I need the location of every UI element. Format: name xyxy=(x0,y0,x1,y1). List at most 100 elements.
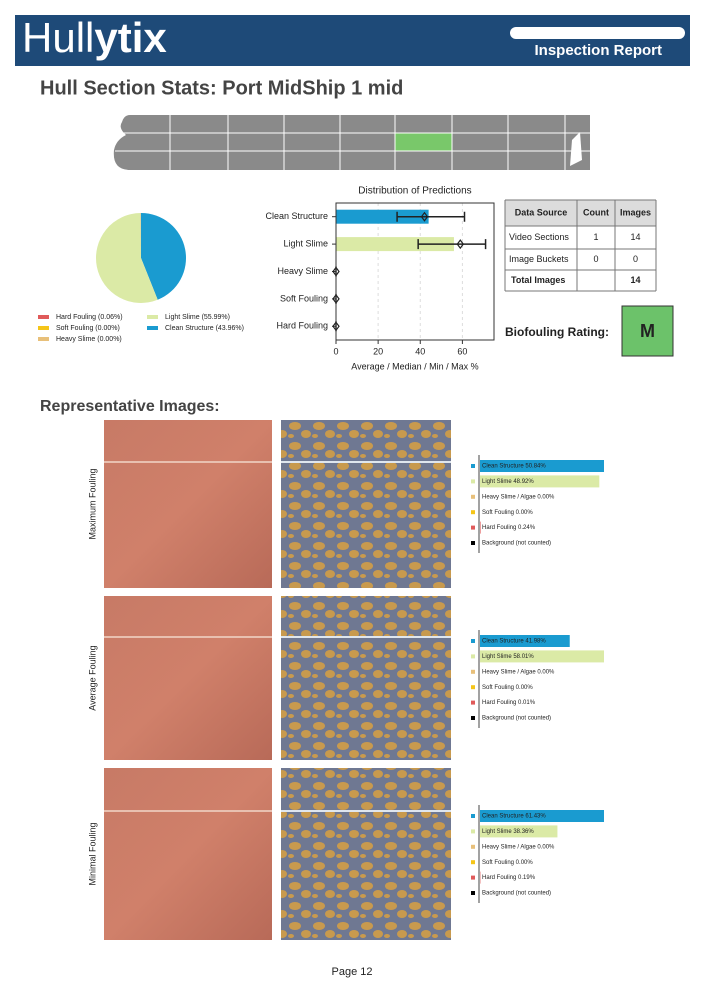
inspection-photo xyxy=(104,596,272,760)
header-band xyxy=(15,15,690,66)
swatch xyxy=(471,685,475,690)
table-cell: Data Source xyxy=(515,207,568,217)
table-cell: Image Buckets xyxy=(509,254,569,264)
bar-label: Background (not counted) xyxy=(482,891,551,897)
x-axis-label: Average / Median / Min / Max % xyxy=(351,361,478,371)
swatch xyxy=(471,716,475,720)
y-tick-label: Soft Fouling xyxy=(280,293,328,303)
bar-label: Clean Structure 50.84% xyxy=(482,464,546,470)
table-cell: 1 xyxy=(593,232,598,242)
section-title: Hull Section Stats: Port MidShip 1 mid xyxy=(40,77,403,99)
swatch xyxy=(471,669,475,674)
report-label: Inspection Report xyxy=(534,42,662,59)
pie-slice xyxy=(141,213,187,300)
bar xyxy=(336,209,429,224)
inspection-photo xyxy=(104,420,272,588)
table-cell: Count xyxy=(583,207,609,217)
row-label: Maximum Fouling xyxy=(87,468,97,539)
legend-swatch xyxy=(147,315,158,319)
bar-label: Heavy Slime / Algae 0.00% xyxy=(482,844,555,850)
swatch xyxy=(471,814,475,818)
rating-value: M xyxy=(640,321,655,341)
legend-label: Light Slime (55.99%) xyxy=(165,314,230,321)
legend-label: Hard Fouling (0.06%) xyxy=(56,314,123,321)
swatch xyxy=(471,700,475,705)
segmentation-overlay xyxy=(281,420,451,588)
plot-frame xyxy=(335,202,495,341)
x-tick-label: 20 xyxy=(373,346,383,356)
swatch xyxy=(471,639,475,643)
bar-label: Light Slime 58.01% xyxy=(482,654,534,660)
y-tick-label: Hard Fouling xyxy=(276,321,328,331)
bar xyxy=(480,460,604,472)
hull-diagram xyxy=(113,115,591,170)
bar xyxy=(336,237,454,252)
table-cell: Images xyxy=(620,207,651,217)
bar-label: Soft Fouling 0.00% xyxy=(482,510,533,516)
segmentation-overlay xyxy=(281,768,451,940)
row-label: Minimal Fouling xyxy=(87,822,97,885)
swatch xyxy=(471,510,475,515)
median-marker xyxy=(420,211,429,222)
bar-label: Heavy Slime / Algae 0.00% xyxy=(482,669,555,675)
x-tick-label: 60 xyxy=(457,346,467,356)
bar xyxy=(480,521,481,534)
table-cell: Video Sections xyxy=(509,232,569,242)
rating-label: Biofouling Rating: xyxy=(505,325,609,339)
x-tick-label: 40 xyxy=(415,346,425,356)
bar-label: Light Slime 38.36% xyxy=(482,829,534,835)
logo-light: Hull xyxy=(22,14,94,61)
bar-label: Light Slime 48.92% xyxy=(482,479,534,485)
page-number: Page 12 xyxy=(332,966,373,978)
error-bar xyxy=(417,239,487,250)
rating-box xyxy=(621,305,674,357)
table-cell: 0 xyxy=(633,254,638,264)
bar-label: Soft Fouling 0.00% xyxy=(482,860,533,866)
swatch xyxy=(471,875,475,880)
swatch xyxy=(471,844,475,849)
legend-swatch xyxy=(38,315,49,319)
bar xyxy=(480,475,600,488)
swatch xyxy=(471,654,475,659)
swatch xyxy=(471,464,475,468)
table-cell: 14 xyxy=(630,232,640,242)
bar-label: Hard Fouling 0.24% xyxy=(482,525,536,531)
x-tick-label: 0 xyxy=(333,346,338,356)
legend-swatch xyxy=(38,326,49,330)
bar-label: Background (not counted) xyxy=(482,541,551,547)
segmentation-overlay xyxy=(281,596,451,760)
swatch xyxy=(471,525,475,530)
y-tick-label: Clean Structure xyxy=(265,211,328,221)
bar-label: Hard Fouling 0.01% xyxy=(482,700,536,706)
pie-slice xyxy=(96,213,158,303)
error-bar xyxy=(396,211,466,222)
bar xyxy=(480,650,604,663)
bar xyxy=(480,810,604,822)
legend-label: Clean Structure (43.96%) xyxy=(165,325,244,332)
table-cell: 0 xyxy=(593,254,598,264)
y-tick-label: Heavy Slime xyxy=(277,266,328,276)
swatch xyxy=(471,479,475,484)
inspection-photo xyxy=(104,768,272,940)
bar-label: Clean Structure 41.98% xyxy=(482,639,546,645)
legend-swatch xyxy=(38,337,49,341)
table-cell: 14 xyxy=(630,275,640,285)
bar xyxy=(480,635,570,647)
legend-label: Heavy Slime (0.00%) xyxy=(56,336,122,343)
bar-label: Hard Fouling 0.19% xyxy=(482,875,536,881)
data-table: Data Source Count Images Video Sections 1 14 I… xyxy=(504,199,657,292)
swatch xyxy=(471,541,475,545)
legend-label: Soft Fouling (0.00%) xyxy=(56,325,120,332)
swatch xyxy=(471,891,475,895)
swatch xyxy=(471,860,475,865)
median-marker xyxy=(456,239,465,250)
bar xyxy=(480,825,558,838)
bar-label: Heavy Slime / Algae 0.00% xyxy=(482,494,555,500)
y-tick-label: Light Slime xyxy=(283,238,328,248)
logo-bold: ytix xyxy=(94,14,167,61)
bar-label: Soft Fouling 0.00% xyxy=(482,685,533,691)
table-cell: Total Images xyxy=(511,275,565,285)
swatch xyxy=(471,494,475,499)
